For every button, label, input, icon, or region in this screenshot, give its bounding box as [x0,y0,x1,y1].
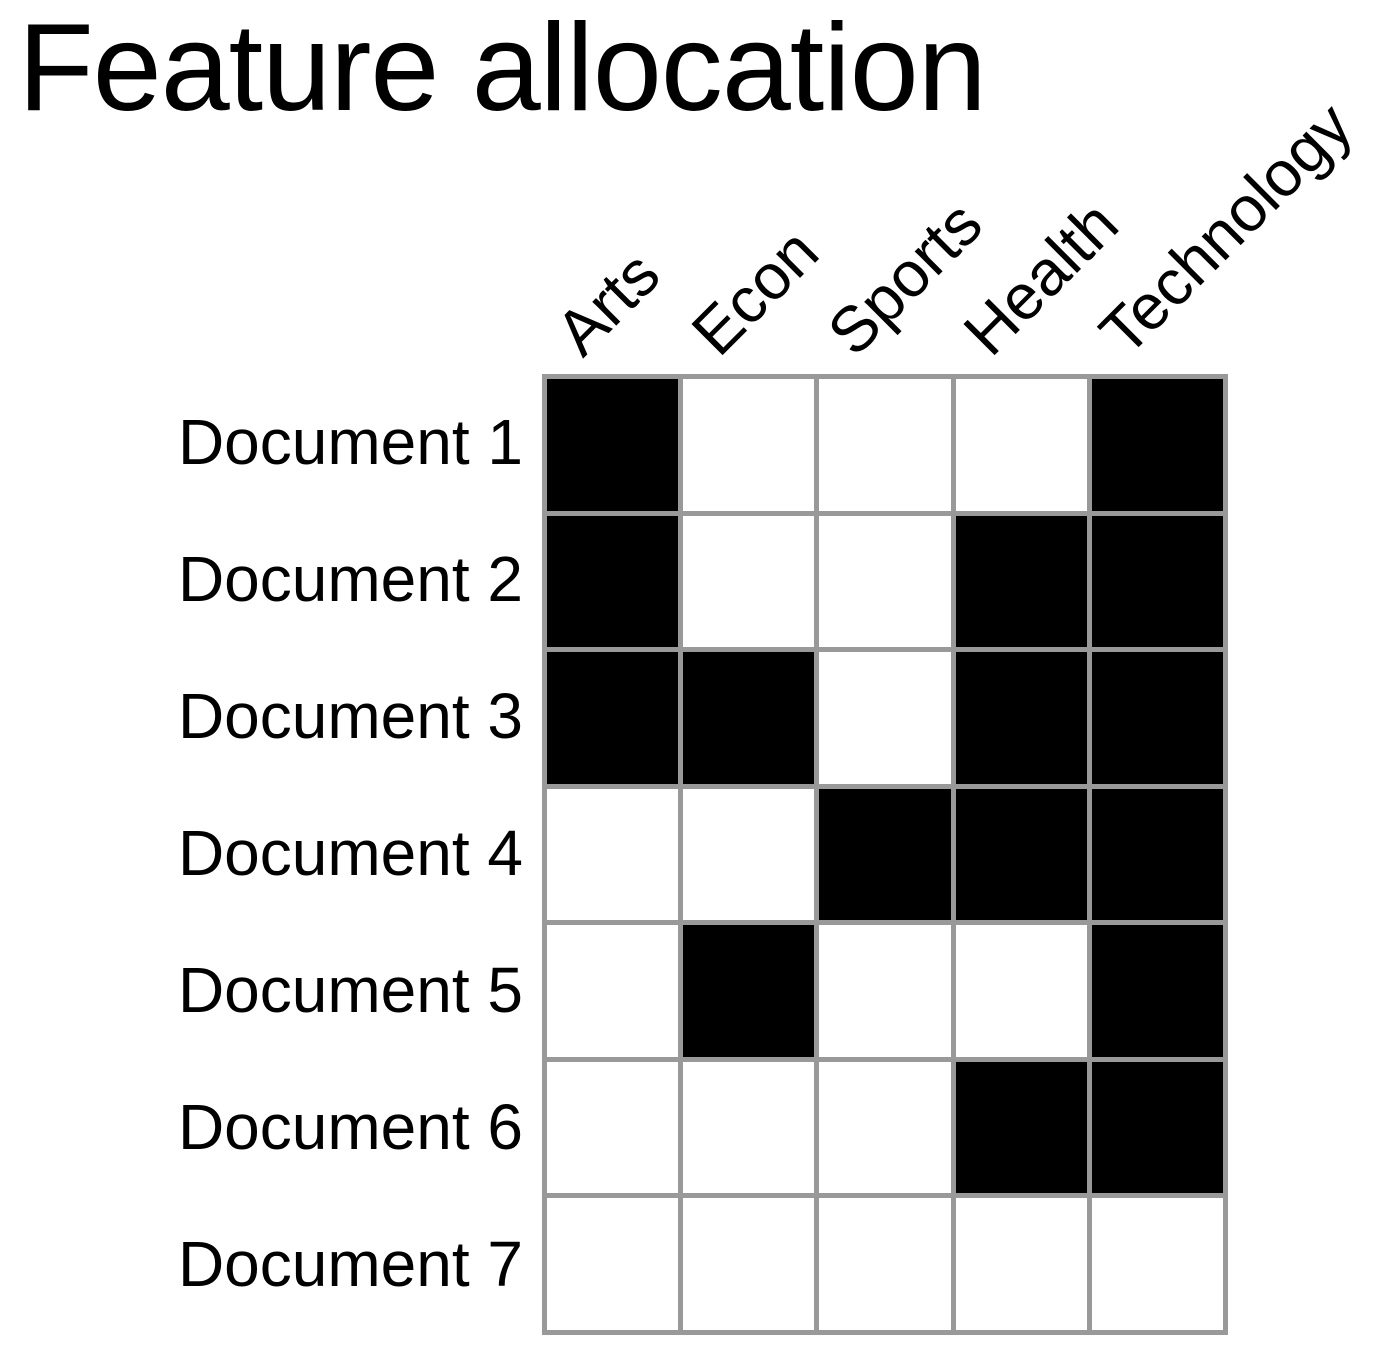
row-label-document-4: Document 4 [177,817,523,889]
grid-cell-doc3-econ [683,652,815,784]
grid-cell-doc4-sports [819,788,951,921]
grid-cell-doc4-econ [683,788,815,921]
grid-cell-doc6-sports [819,1061,951,1194]
grid-cell-doc4-technology [1091,788,1223,921]
grid-cell-doc4-arts [547,788,679,921]
grid-cell-doc6-technology [1091,1061,1223,1194]
grid-cell-doc3-arts [547,652,679,784]
row-label-document-2: Document 2 [177,543,523,615]
grid-cell-doc6-econ [683,1061,815,1194]
grid-cell-doc3-technology [1091,652,1223,784]
grid-cell-doc2-arts [547,515,679,648]
page-title: Feature allocation [18,0,987,137]
row-label-document-6: Document 6 [177,1091,523,1163]
grid-cell-doc3-sports [819,652,951,784]
grid-cell-doc1-econ [683,379,815,511]
grid-cell-doc1-arts [547,379,679,511]
grid-cell-doc7-arts [547,1198,679,1330]
grid-cell-doc6-health [955,1061,1087,1194]
grid-cell-doc5-technology [1091,925,1223,1057]
grid-cell-doc6-arts [547,1061,679,1194]
grid-cell-doc7-technology [1091,1198,1223,1330]
grid-cell-doc5-arts [547,925,679,1057]
column-label-arts: Arts [541,237,674,369]
grid-cell-doc1-health [955,379,1087,511]
grid-cell-doc3-health [955,652,1087,784]
grid-cell-doc7-sports [819,1198,951,1330]
row-label-document-7: Document 7 [177,1228,523,1300]
grid-cell-doc5-health [955,925,1087,1057]
column-label-sports: Sports [813,187,996,369]
grid-cell-doc2-econ [683,515,815,648]
grid-cell-doc1-technology [1091,379,1223,511]
grid-cell-doc4-health [955,788,1087,921]
grid-cell-doc5-econ [683,925,815,1057]
grid-cell-doc7-econ [683,1198,815,1330]
row-label-document-3: Document 3 [177,680,523,752]
column-label-technology: Technology [1085,88,1366,369]
column-label-econ: Econ [677,214,832,369]
row-label-document-1: Document 1 [177,406,523,478]
grid-cell-doc7-health [955,1198,1087,1330]
grid-cell-doc2-sports [819,515,951,648]
feature-allocation-grid [542,374,1228,1335]
grid-cell-doc1-sports [819,379,951,511]
column-label-health: Health [949,187,1132,369]
grid-cell-doc2-health [955,515,1087,648]
row-label-document-5: Document 5 [177,954,523,1026]
grid-cell-doc5-sports [819,925,951,1057]
grid-cell-doc2-technology [1091,515,1223,648]
